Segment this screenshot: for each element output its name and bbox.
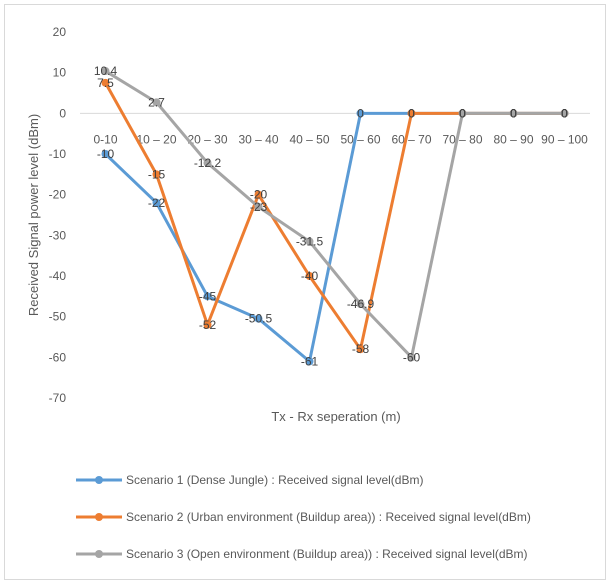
data-point (356, 300, 365, 309)
series-line-1 (104, 111, 565, 363)
data-point (254, 190, 263, 199)
legend-marker (95, 550, 103, 558)
data-label: 10.4 (94, 64, 118, 78)
data-label: 0 (561, 106, 568, 120)
x-tick-label: 30 – 40 (238, 132, 278, 146)
data-label: -45 (199, 289, 217, 303)
data-label: 0 (561, 106, 568, 120)
y-tick-label: -30 (49, 228, 67, 242)
y-tick-label: -70 (49, 391, 67, 405)
y-tick-label: 0 (59, 106, 66, 120)
data-label: 0 (459, 106, 466, 120)
data-label: 0 (510, 106, 517, 120)
x-tick-label: 0-10 (93, 132, 117, 146)
data-point (203, 320, 212, 329)
x-tick-label: 20 – 30 (187, 132, 227, 146)
data-point (203, 158, 212, 167)
data-label: -22 (148, 196, 166, 210)
x-tick-label: 80 – 90 (493, 132, 533, 146)
y-tick-label: -40 (49, 269, 67, 283)
series-group (101, 67, 569, 366)
data-label: -10 (97, 147, 115, 161)
x-tick-label: 10 – 20 (136, 132, 176, 146)
y-axis-ticks: 20 10 0 -10 -20 -30 -40 -50 -60 -70 (49, 25, 67, 405)
data-label: 0 (510, 106, 517, 120)
data-label: 7.5 (97, 76, 114, 90)
data-label: -20 (250, 188, 268, 202)
data-label: -58 (352, 342, 370, 356)
data-point (458, 109, 467, 118)
data-point (407, 109, 416, 118)
data-point (254, 202, 263, 211)
y-tick-label: 10 (53, 66, 67, 80)
x-tick-label: 60 – 70 (391, 132, 431, 146)
data-point (305, 357, 314, 366)
data-label: 0 (459, 106, 466, 120)
x-axis-ticks: 0-10 10 – 20 20 – 30 30 – 40 40 – 50 50 – 60 6… (93, 132, 588, 146)
data-point (152, 98, 161, 107)
legend-marker (95, 513, 103, 521)
series-line-3 (104, 69, 565, 359)
data-point (101, 150, 110, 158)
data-label: -61 (301, 354, 319, 368)
data-label: -40 (301, 269, 319, 283)
data-label: -31.5 (296, 234, 324, 248)
legend-entry-2: Scenario 2 (Urban environment (Buildup a… (126, 510, 531, 524)
data-point (509, 109, 518, 118)
y-tick-label: -20 (49, 188, 67, 202)
data-label: -60 (403, 350, 421, 364)
y-tick-label: 20 (53, 25, 67, 39)
legend: Scenario 1 (Dense Jungle) : Received sig… (76, 473, 531, 561)
y-tick-label: -60 (49, 350, 67, 364)
y-tick-label: -50 (49, 310, 67, 324)
chart-frame (4, 4, 606, 580)
data-label: -46.9 (347, 297, 375, 311)
data-label: 0 (459, 106, 466, 120)
data-point (101, 67, 110, 76)
data-point (305, 272, 314, 280)
legend-entry-1: Scenario 1 (Dense Jungle) : Received sig… (126, 473, 423, 487)
data-label: 2.7 (148, 95, 165, 109)
data-label: -23 (250, 200, 268, 214)
legend-marker (95, 476, 103, 484)
y-axis-title: Received Signal power level (dBm) (26, 114, 41, 316)
data-label: 0 (510, 106, 517, 120)
data-point (305, 237, 314, 246)
data-point (560, 109, 569, 118)
data-label: 0 (561, 106, 568, 120)
data-labels: -10 -22 -45 -50.5 -61 0 0 0 0 0 7.5 -15 -52 -20 -40 -58… (94, 64, 568, 368)
data-point (101, 78, 110, 87)
data-point (203, 292, 212, 301)
x-tick-label: 50 – 60 (340, 132, 380, 146)
data-point (152, 198, 161, 207)
x-tick-label: 90 – 100 (541, 132, 588, 146)
data-label: -15 (148, 167, 166, 181)
data-label: 0 (408, 106, 415, 120)
x-axis-title: Tx - Rx seperation (m) (271, 409, 400, 424)
data-point (407, 353, 416, 362)
data-label: -12.2 (194, 156, 222, 170)
data-label: 0 (408, 106, 415, 120)
data-label: -52 (199, 318, 217, 332)
x-tick-label: 40 – 50 (289, 132, 329, 146)
data-point (254, 314, 263, 323)
legend-entry-3: Scenario 3 (Open environment (Buildup ar… (126, 547, 528, 561)
x-tick-label: 70 – 80 (442, 132, 482, 146)
data-point (356, 109, 365, 118)
data-label: -50.5 (245, 312, 273, 326)
y-tick-label: -10 (49, 147, 67, 161)
data-label: 0 (357, 106, 364, 120)
data-point (152, 170, 161, 179)
data-point (356, 345, 365, 354)
